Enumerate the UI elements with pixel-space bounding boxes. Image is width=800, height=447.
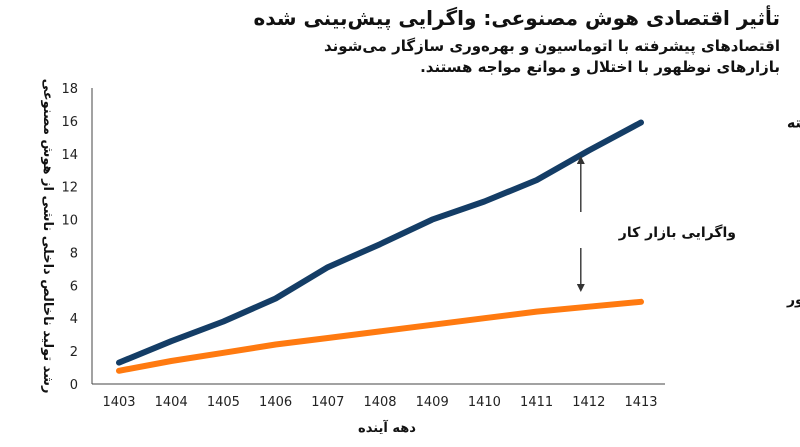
chart-subtitle: اقتصادهای پیشرفته با اتوماسیون و بهره‌ور…	[324, 36, 780, 78]
x-tick-label: 1403	[102, 395, 135, 410]
data-point	[534, 309, 540, 315]
data-point	[534, 177, 540, 183]
y-tick-label: 18	[61, 82, 78, 97]
x-tick-label: 1409	[416, 395, 449, 410]
data-point	[481, 198, 487, 205]
subtitle-line-1: اقتصادهای پیشرفته با اتوماسیون و بهره‌ور…	[323, 37, 780, 55]
series-label-emerging-markets: بازارهای نوظهور	[786, 292, 800, 308]
subtitle-line-2: بازارهای نوظهور با اختلال و موانع مواجه …	[420, 58, 780, 76]
x-tick-label: 1406	[259, 395, 292, 410]
x-tick-label: 1412	[572, 395, 605, 410]
y-tick-label: 14	[61, 148, 78, 163]
x-tick-label: 1410	[468, 395, 501, 410]
data-point	[481, 315, 487, 321]
data-point	[638, 299, 644, 305]
x-tick-label: 1404	[155, 395, 188, 410]
y-tick-label: 8	[70, 246, 78, 261]
series-line-emerging-markets	[116, 298, 644, 374]
x-tick-label: 1411	[520, 395, 553, 410]
x-tick-label: 1408	[363, 395, 396, 410]
data-point	[116, 368, 122, 374]
data-point	[377, 241, 383, 247]
data-point	[168, 338, 174, 344]
x-tick-label: 1413	[624, 395, 657, 410]
data-point	[429, 216, 435, 223]
y-tick-label: 0	[70, 378, 78, 393]
series-label-advanced-economies: اقتصادهای پیشرفته	[787, 116, 800, 132]
y-tick-label: 16	[61, 115, 78, 130]
data-point	[273, 341, 279, 348]
data-point	[586, 147, 592, 154]
y-tick-label: 4	[70, 312, 78, 327]
data-point	[116, 360, 122, 366]
y-tick-label: 2	[70, 345, 78, 360]
data-point	[638, 119, 644, 126]
data-point	[325, 264, 331, 270]
annotation-label: واگرایی بازار کار	[618, 224, 736, 241]
data-point	[220, 350, 226, 356]
data-point	[168, 358, 174, 364]
x-tick-label: 1407	[311, 395, 344, 410]
data-point	[586, 304, 592, 310]
x-axis-label: دهه آینده	[358, 419, 416, 436]
data-point	[429, 322, 435, 328]
y-tick-label: 12	[61, 181, 78, 196]
x-tick-label: 1405	[207, 395, 240, 410]
y-tick-label: 10	[61, 214, 78, 229]
data-point	[325, 335, 331, 341]
data-point	[377, 328, 383, 334]
data-point	[220, 318, 226, 325]
chart-title: تأثیر اقتصادی هوش مصنوعی: واگرایی پیش‌بی…	[253, 6, 780, 30]
y-axis-label: رشد تولید ناخالص داخلی ناشی از هوش مصنوع…	[40, 79, 55, 394]
y-tick-label: 6	[70, 279, 78, 294]
data-point	[273, 295, 279, 302]
